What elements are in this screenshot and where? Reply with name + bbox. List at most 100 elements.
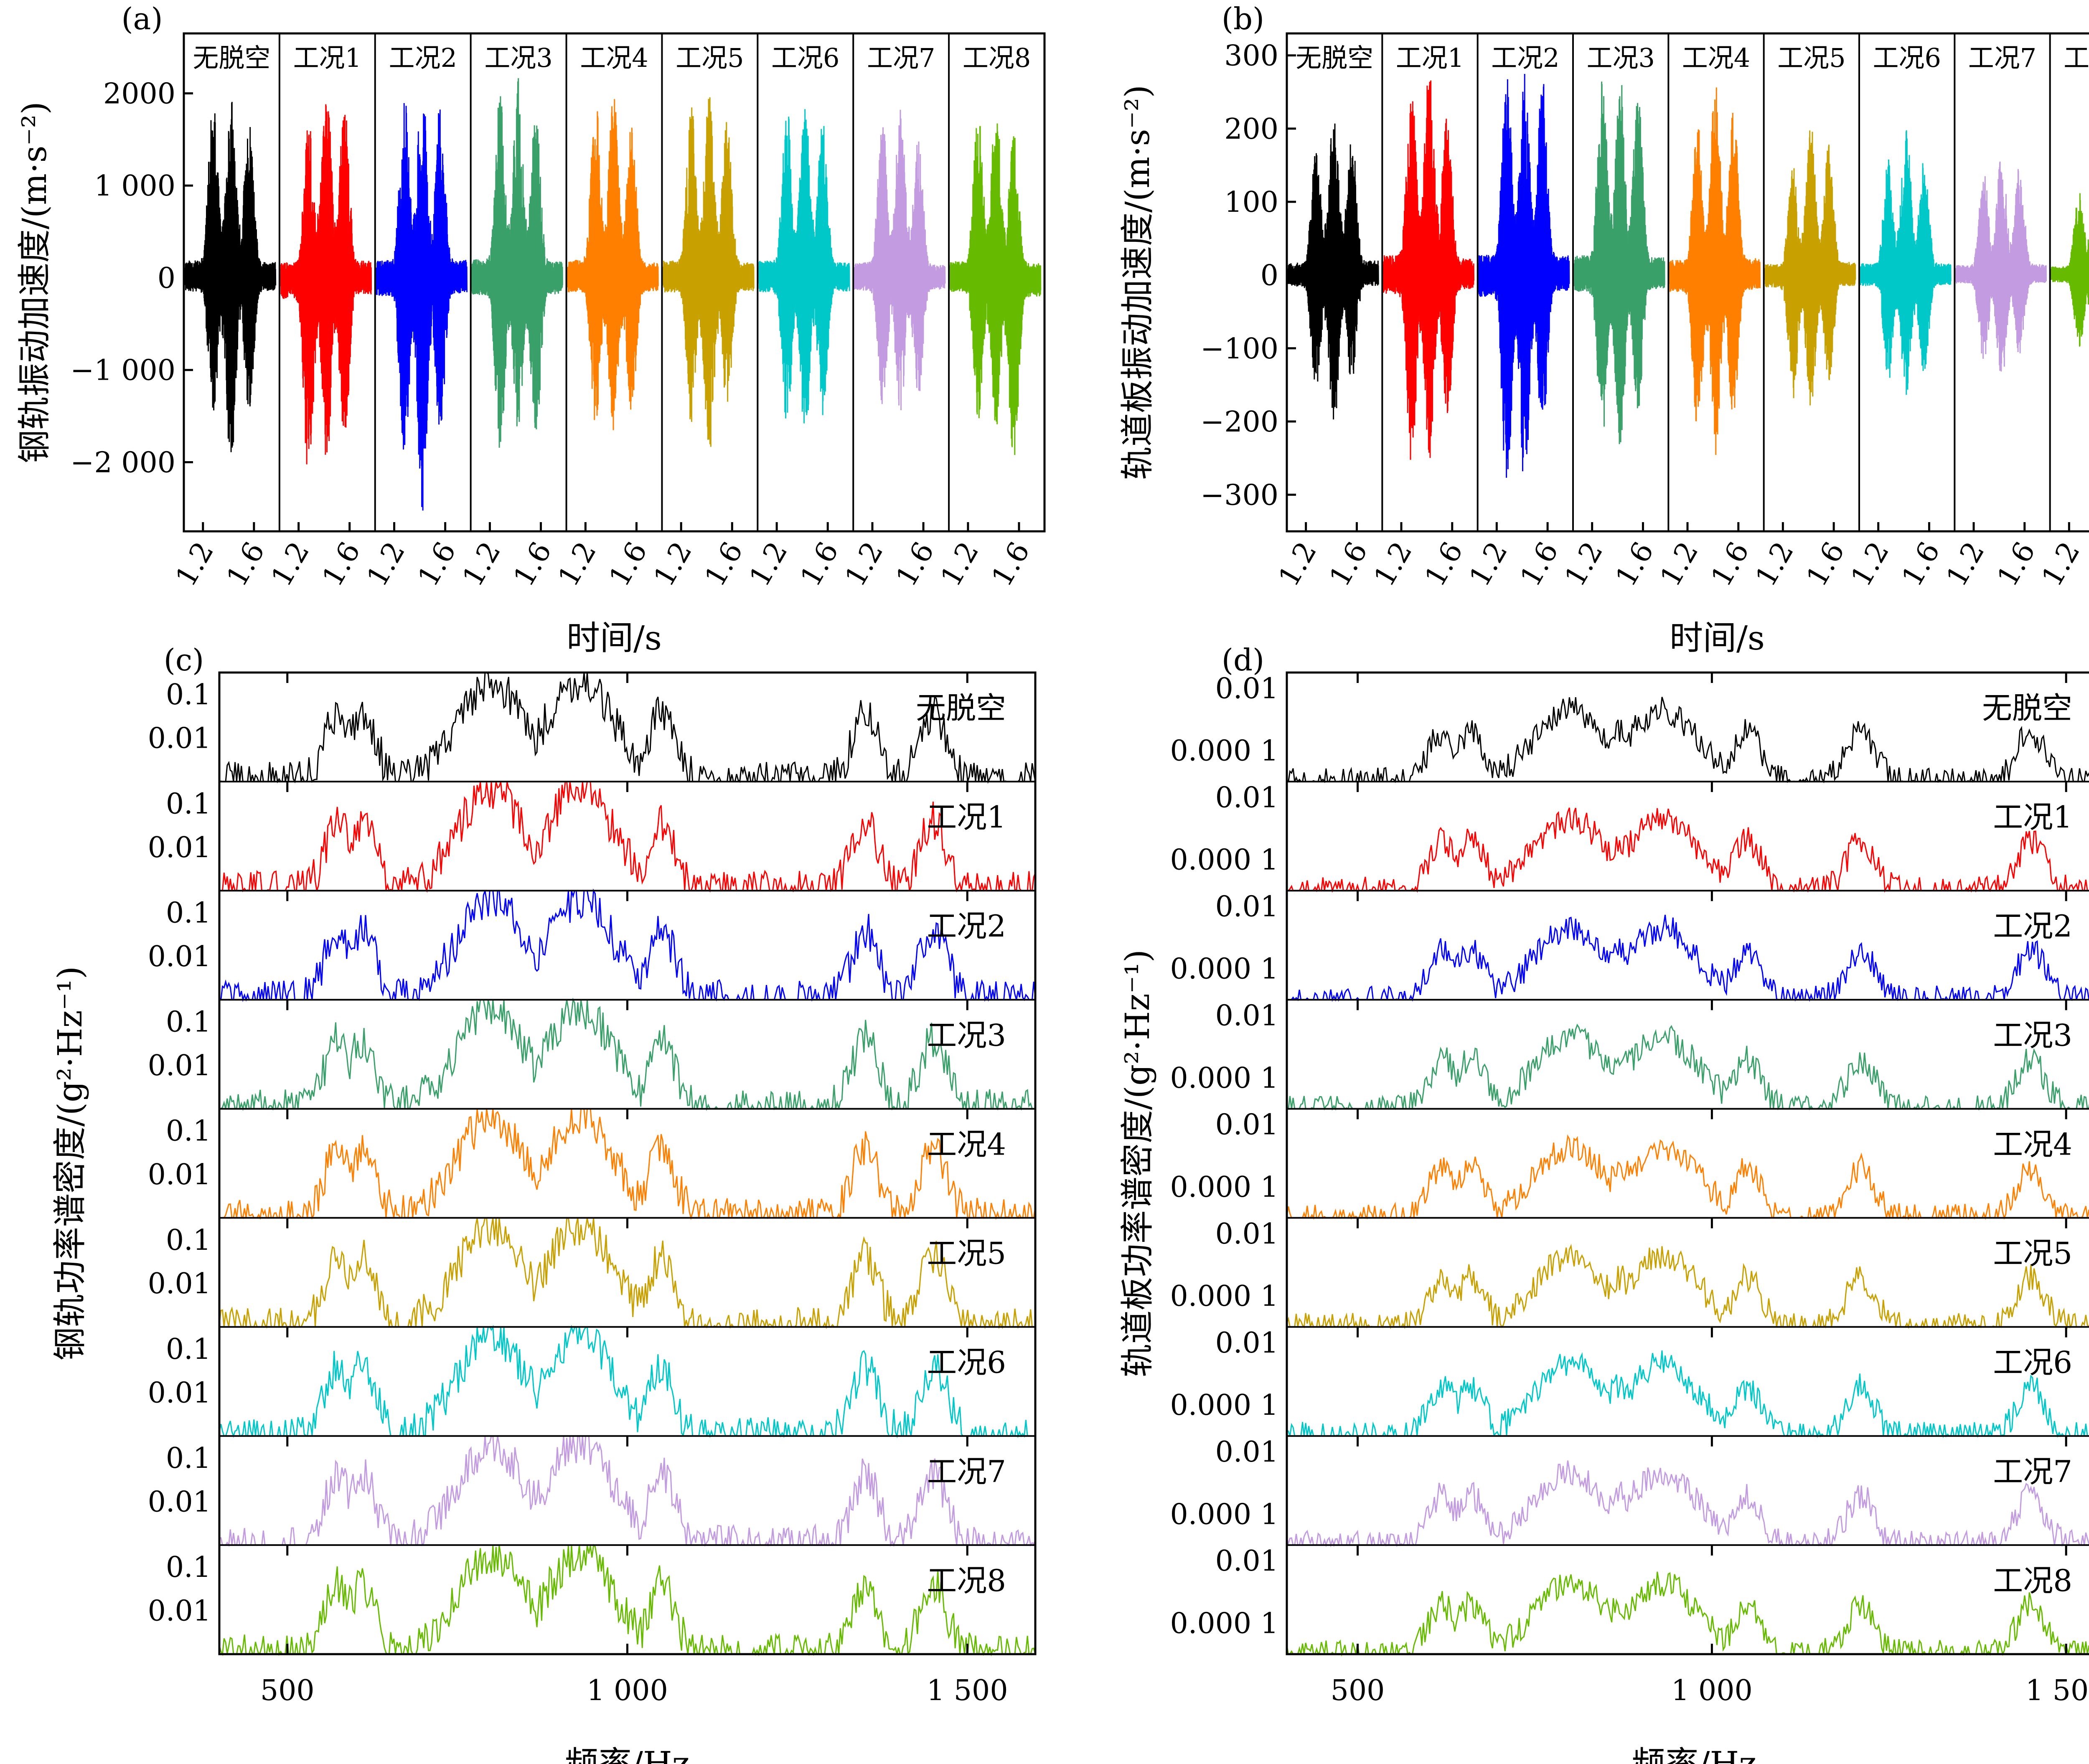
x-tick-label: 1.2 <box>456 536 507 592</box>
y-axis-title: 钢轨振动加速度/(m·s⁻²) <box>15 102 54 463</box>
segment-label: 工况6 <box>771 43 839 73</box>
y-axis-title: 轨道板振动加速度/(m·s⁻²) <box>1118 85 1157 480</box>
x-tick-label: 1.2 <box>647 536 698 592</box>
x-tick-label: 1.6 <box>985 536 1036 592</box>
x-tick-label: 1 500 <box>2025 1674 2089 1707</box>
panel-label: (a) <box>121 1 163 36</box>
spectrum-line-1 <box>219 672 1036 784</box>
y-tick-label: 0.000 1 <box>1170 1498 1278 1531</box>
segment-label: 工况8 <box>2064 43 2089 73</box>
row-label: 工况2 <box>927 909 1006 944</box>
series-line-6 <box>1764 130 1856 406</box>
y-tick-label: 0.01 <box>148 1376 211 1409</box>
x-tick-label: 1.2 <box>1940 536 1991 592</box>
x-tick-label: 1.2 <box>743 536 794 592</box>
x-tick-label: 1.6 <box>2086 536 2089 592</box>
series-line-2 <box>280 104 372 464</box>
x-tick-label: 1 500 <box>927 1674 1008 1707</box>
y-tick-label: 0.01 <box>1215 1000 1278 1033</box>
segment-label: 工况4 <box>1682 43 1750 73</box>
plot-frame <box>183 32 1046 533</box>
y-tick-label: 0.01 <box>148 1595 211 1628</box>
x-tick-label: 1.2 <box>1749 536 1800 592</box>
y-axis-title: 钢轨功率谱密度/(g²·Hz⁻¹) <box>51 966 89 1360</box>
y-tick-label: 0.000 1 <box>1170 1062 1278 1095</box>
y-tick-label: 100 <box>1224 186 1278 219</box>
row-label: 工况3 <box>927 1018 1006 1053</box>
y-tick-label: 0.1 <box>166 1551 211 1584</box>
x-tick-label: 1.6 <box>220 536 271 592</box>
spectrum-line-3 <box>1287 914 2089 1002</box>
x-tick-label: 1.6 <box>1991 536 2042 592</box>
x-tick-label: 1.6 <box>794 536 845 592</box>
series-line-4 <box>1573 81 1665 444</box>
x-tick-label: 1.6 <box>1418 536 1469 592</box>
y-tick-label: −100 <box>1200 332 1278 365</box>
segment-label: 工况7 <box>867 43 935 73</box>
spectrum-line-1 <box>1287 697 2089 784</box>
spectrum-line-8 <box>219 1435 1036 1547</box>
row-label: 工况5 <box>1993 1236 2072 1271</box>
y-tick-label: 0.1 <box>166 896 211 929</box>
row-label: 工况8 <box>1993 1563 2072 1598</box>
x-tick-label: 1 000 <box>587 1674 668 1707</box>
row-label: 工况3 <box>1993 1018 2072 1053</box>
x-tick-label: 1.6 <box>412 536 463 592</box>
plot-frame <box>1286 671 2089 1655</box>
row-label: 工况1 <box>1993 800 2072 835</box>
y-tick-label: 0.01 <box>148 1267 211 1300</box>
row-label: 工况2 <box>1993 909 2072 944</box>
row-label: 无脱空 <box>916 690 1006 726</box>
spectrum-line-8 <box>1286 1460 2089 1548</box>
y-tick-label: −2 000 <box>70 446 175 479</box>
y-tick-label: −200 <box>1200 406 1278 439</box>
spectrum-line-5 <box>219 1108 1036 1221</box>
row-label: 工况1 <box>927 800 1006 835</box>
panel-c: (c)0.10.01无脱空0.10.01工况10.10.01工况20.10.01… <box>51 642 1037 1764</box>
y-tick-label: 300 <box>1224 40 1278 73</box>
spectrum-line-6 <box>1286 1244 2089 1330</box>
x-axis-title: 频率/Hz <box>1632 1744 1757 1764</box>
x-tick-label: 1.2 <box>1367 536 1418 592</box>
y-tick-label: 0 <box>158 262 175 295</box>
y-tick-label: 0.000 1 <box>1170 1389 1278 1422</box>
x-tick-label: 1.2 <box>839 536 889 592</box>
series-line-2 <box>1383 80 1474 460</box>
x-axis-title: 时间/s <box>1670 619 1765 657</box>
x-tick-label: 1.6 <box>1514 536 1565 592</box>
spectrum-line-9 <box>219 1543 1036 1657</box>
row-label: 工况7 <box>1993 1454 2072 1489</box>
y-tick-label: 0.01 <box>1215 891 1278 924</box>
row-label: 工况4 <box>1993 1127 2072 1162</box>
y-tick-label: 0 <box>1261 259 1278 292</box>
x-tick-label: 1.2 <box>1558 536 1609 592</box>
y-tick-label: 1 000 <box>94 170 175 203</box>
spectrum-line-4 <box>219 997 1035 1112</box>
y-tick-label: 0.01 <box>148 940 211 973</box>
x-tick-label: 1.6 <box>507 536 558 592</box>
x-tick-label: 1.2 <box>1463 536 1514 592</box>
spectrum-line-2 <box>219 781 1036 893</box>
panel-label: (c) <box>164 642 204 678</box>
row-label: 无脱空 <box>1982 690 2072 726</box>
y-tick-label: 0.01 <box>1215 1327 1278 1360</box>
segment-label: 工况1 <box>293 43 361 73</box>
segment-label: 无脱空 <box>1296 43 1373 73</box>
segment-label: 工况2 <box>389 43 457 73</box>
series-line-8 <box>1955 161 2047 372</box>
series-line-4 <box>471 78 563 448</box>
row-label: 工况6 <box>927 1345 1006 1380</box>
x-tick-label: 1.2 <box>361 536 412 592</box>
y-tick-label: 0.01 <box>1215 781 1278 814</box>
y-tick-label: 0.000 1 <box>1170 1607 1278 1640</box>
y-tick-label: 0.01 <box>1215 672 1278 705</box>
series-line-8 <box>854 109 946 411</box>
series-line-3 <box>1478 74 1570 478</box>
series-line-1 <box>184 102 277 452</box>
y-tick-label: 0.000 1 <box>1170 953 1278 986</box>
row-label: 工况7 <box>927 1454 1006 1489</box>
x-tick-label: 1.6 <box>1800 536 1851 592</box>
row-label: 工况8 <box>927 1563 1006 1598</box>
